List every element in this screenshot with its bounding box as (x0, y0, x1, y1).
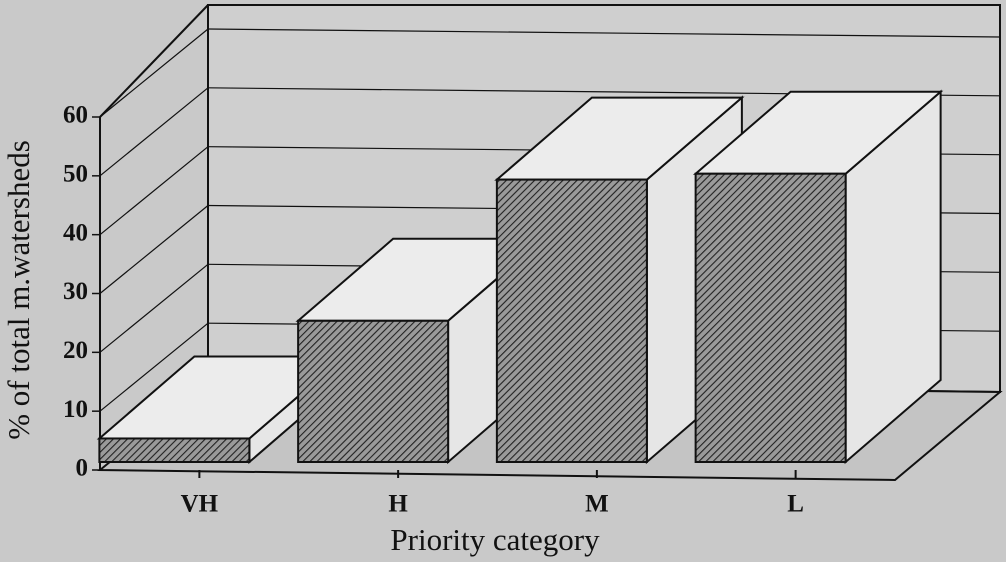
x-tick-label: VH (181, 491, 219, 518)
y-tick-label: 10 (63, 396, 88, 423)
grid-line (99, 263, 209, 353)
y-tick-label: 40 (63, 219, 88, 246)
left-wall-edge (99, 4, 209, 118)
x-axis-label: Priority category (390, 522, 600, 557)
grid-line (99, 28, 209, 118)
bar (495, 178, 648, 463)
grid-line (99, 205, 209, 294)
bar (98, 437, 251, 464)
grid-line (99, 87, 209, 177)
x-tick-label: M (585, 491, 609, 518)
bars (96, 89, 944, 465)
y-tick-label: 30 (63, 278, 88, 305)
bar (297, 319, 450, 463)
x-tick-label: H (388, 491, 408, 518)
y-tick-label: 20 (63, 337, 88, 364)
grid-line (99, 322, 209, 412)
y-tick-label: 0 (76, 455, 89, 482)
y-axis-label: % of total m.watersheds (1, 140, 36, 440)
x-tick-label: L (787, 491, 804, 518)
grid-line (207, 28, 1001, 38)
y-tick-label: 50 (63, 161, 88, 188)
grid-line (99, 146, 209, 236)
bar (694, 172, 847, 463)
y-tick-label: 60 (63, 102, 88, 129)
